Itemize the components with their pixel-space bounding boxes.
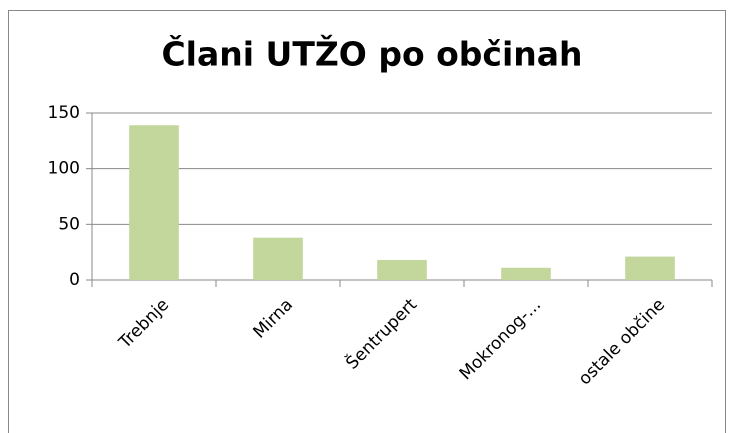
chart-title: Člani UTŽO po občinah [161,34,582,74]
bar [129,125,179,280]
y-tick-label: 100 [48,159,80,179]
bar [377,259,427,280]
y-tick-label: 50 [58,214,80,234]
chart-frame [8,10,726,433]
y-tick-label: 150 [48,103,80,123]
bar [253,237,303,280]
y-tick-label: 0 [69,270,80,290]
bar [625,256,675,280]
bar [501,267,551,280]
